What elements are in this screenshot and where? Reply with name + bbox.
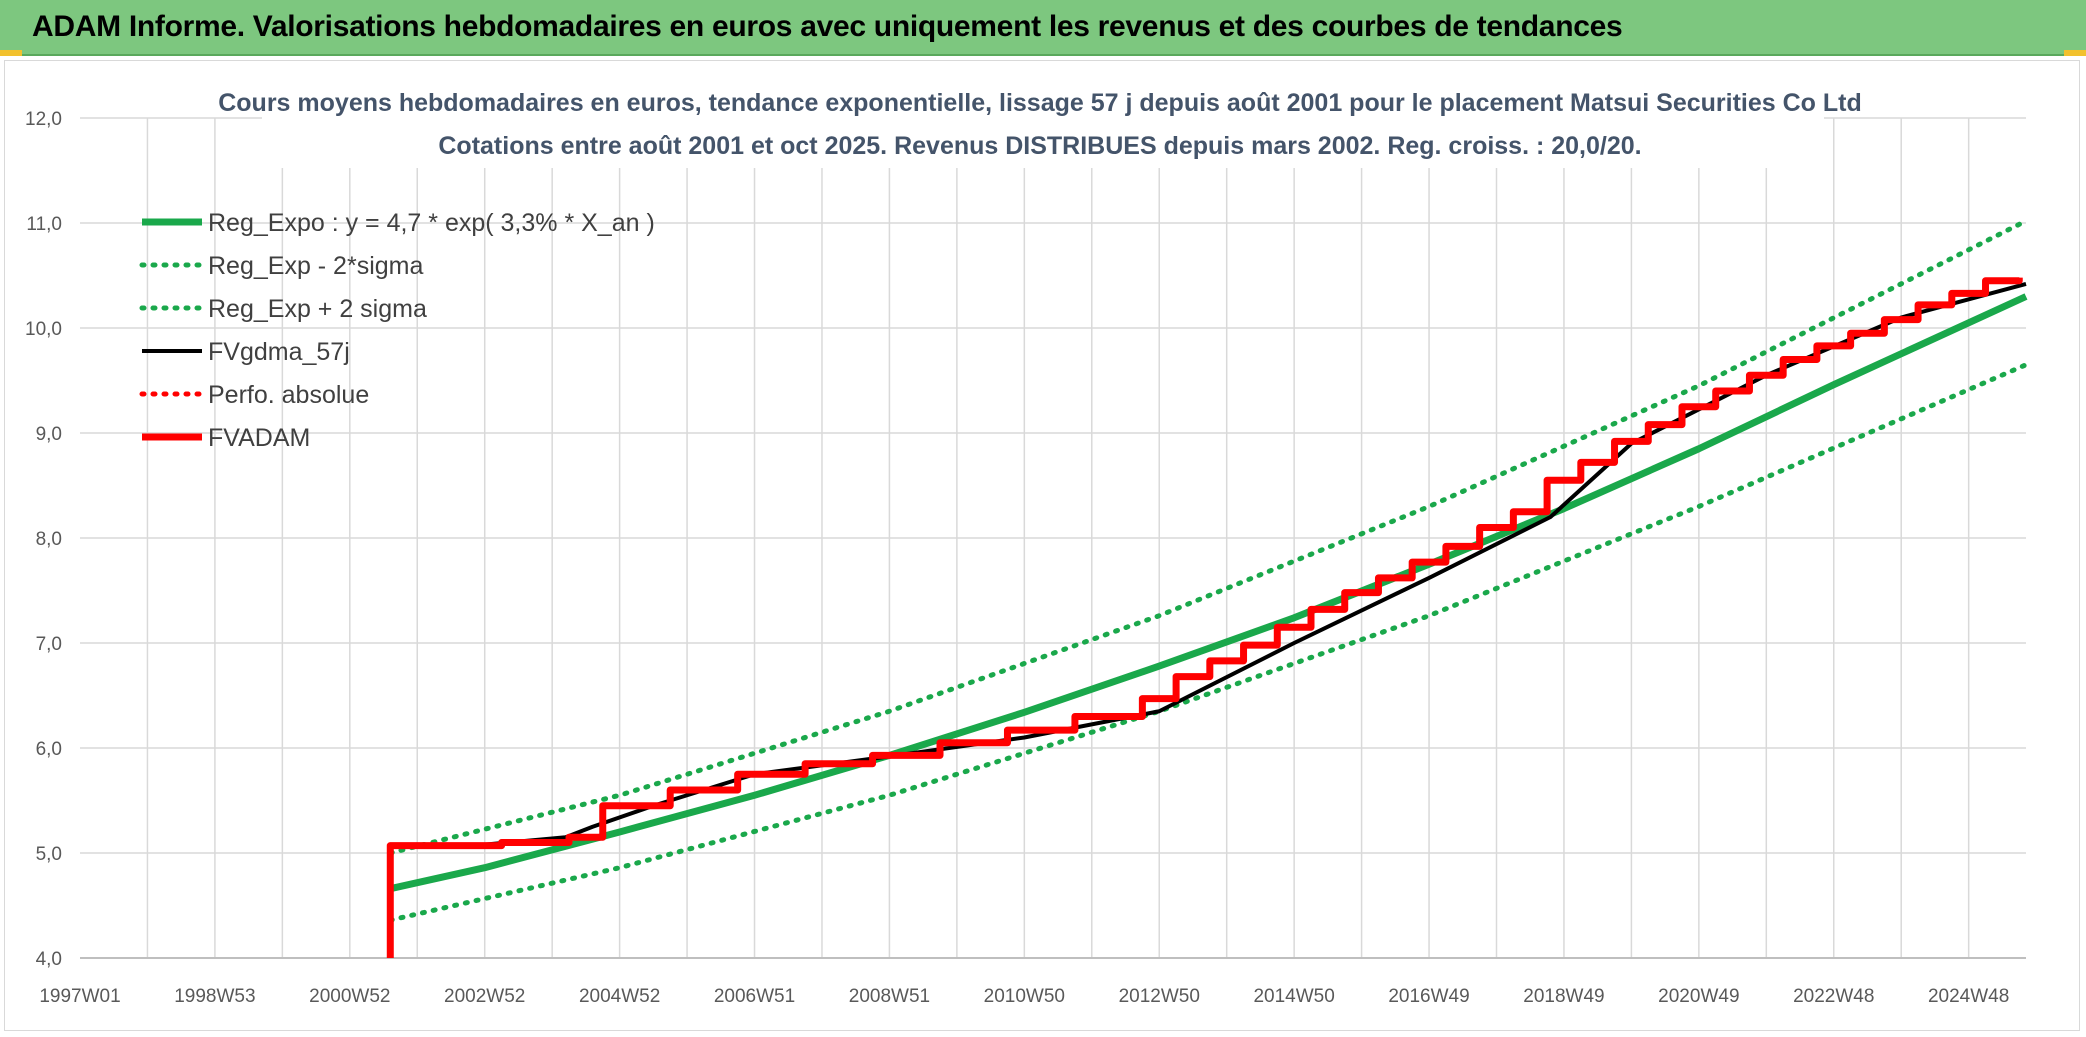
x-tick-label: 2010W50 xyxy=(984,986,1065,1007)
corner-mark-right xyxy=(2064,50,2086,56)
legend-label: Reg_Expo : y = 4,7 * exp( 3,3% * X_an ) xyxy=(208,209,655,237)
y-tick-label: 12,0 xyxy=(25,109,62,130)
series-line xyxy=(387,362,2029,923)
legend-label: Reg_Exp + 2 sigma xyxy=(208,295,427,323)
x-tick-label: 2016W49 xyxy=(1388,986,1469,1007)
y-tick-label: 9,0 xyxy=(36,424,62,445)
corner-mark-left xyxy=(0,50,22,56)
x-tick-label: 2008W51 xyxy=(849,986,930,1007)
y-tick-label: 8,0 xyxy=(36,529,62,550)
legend: Reg_Expo : y = 4,7 * exp( 3,3% * X_an ) R… xyxy=(139,209,655,452)
x-tick-label: 1997W01 xyxy=(39,986,120,1007)
series-lines xyxy=(386,218,2029,958)
series-line xyxy=(386,277,2023,958)
y-tick-label: 5,0 xyxy=(36,844,62,865)
report-banner: ADAM Informe. Valorisations hebdomadaire… xyxy=(0,0,2086,56)
gridlines xyxy=(80,117,2026,959)
x-tick-label: 2002W52 xyxy=(444,986,525,1007)
legend-label: Perfo. absolue xyxy=(208,381,369,409)
legend-label: Reg_Exp - 2*sigma xyxy=(208,252,423,280)
x-tick-label: 2012W50 xyxy=(1119,986,1200,1007)
chart-frame xyxy=(4,60,2080,1031)
chart-title: Cours moyens hebdomadaires en euros, ten… xyxy=(218,89,1862,117)
x-tick-label: 2018W49 xyxy=(1523,986,1604,1007)
x-tick-label: 2024W48 xyxy=(1928,986,2009,1007)
y-tick-label: 7,0 xyxy=(36,634,62,655)
y-tick-label: 6,0 xyxy=(36,739,62,760)
y-tick-label: 11,0 xyxy=(26,214,62,235)
x-tick-label: 2000W52 xyxy=(309,986,390,1007)
chart-subtitle: Cotations entre août 2001 et oct 2025. R… xyxy=(438,132,1641,160)
legend-label: FVgdma_57j xyxy=(208,338,350,366)
y-tick-label: 4,0 xyxy=(36,949,62,970)
x-tick-label: 2014W50 xyxy=(1253,986,1334,1007)
series-line xyxy=(389,293,2028,893)
y-axis-ticks: 4,0 5,0 6,0 7,0 8,0 9,0 10,0 11,0 12,0 xyxy=(25,109,62,970)
y-tick-label: 10,0 xyxy=(25,319,62,340)
title-background xyxy=(262,88,1824,168)
x-tick-label: 2006W51 xyxy=(714,986,795,1007)
x-tick-label: 2004W52 xyxy=(579,986,660,1007)
x-axis-ticks: 1997W01 1998W53 2000W52 2002W52 2004W52 2006W… xyxy=(39,986,2009,1007)
x-tick-label: 1998W53 xyxy=(174,986,255,1007)
x-tick-label: 2020W49 xyxy=(1658,986,1739,1007)
legend-label: FVADAM xyxy=(208,424,310,452)
series-line xyxy=(387,218,2029,856)
report-title: ADAM Informe. Valorisations hebdomadaire… xyxy=(32,10,1623,43)
x-tick-label: 2022W48 xyxy=(1793,986,1874,1007)
